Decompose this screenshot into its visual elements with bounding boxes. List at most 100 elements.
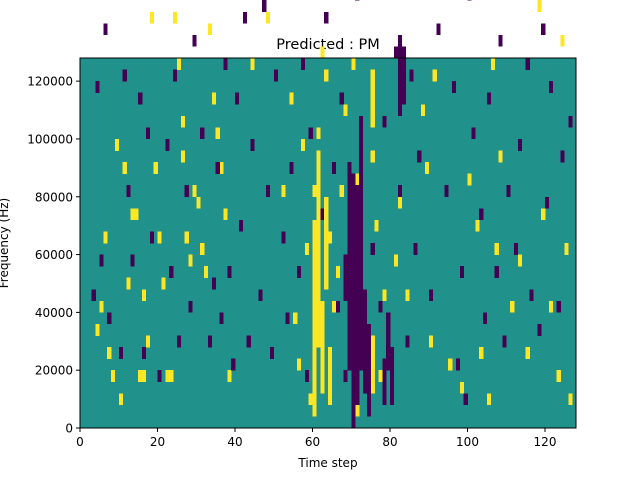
heatmap-cell-low — [308, 127, 313, 140]
heatmap-band-low — [390, 347, 395, 406]
heatmap-cell-low — [223, 58, 228, 70]
heatmap-cell-high — [304, 243, 309, 255]
heatmap-cell-high — [421, 104, 426, 117]
heatmap-cell-low — [506, 185, 511, 198]
heatmap-cell-low — [219, 312, 224, 325]
heatmap-cells — [80, 0, 576, 429]
x-tick-label: 60 — [305, 435, 320, 449]
heatmap-band-high — [370, 335, 375, 394]
heatmap-cell-low — [428, 289, 433, 302]
heatmap-cell-high — [525, 347, 530, 359]
heatmap-cell-low — [169, 266, 174, 278]
x-tick-label: 80 — [382, 435, 397, 449]
heatmap-cell-low — [452, 81, 457, 93]
heatmap-cell-high — [176, 58, 182, 70]
heatmap-cell-high — [204, 266, 209, 278]
heatmap-cell-low — [483, 312, 488, 325]
heatmap-cell-high — [207, 23, 213, 36]
heatmap-cell-low — [130, 254, 135, 267]
y-tick-label: 60000 — [35, 248, 73, 262]
heatmap-cell-low — [417, 150, 422, 163]
heatmap-cell-low — [107, 312, 112, 325]
heatmap-cell-low — [238, 219, 244, 232]
heatmap-cell-high — [161, 277, 166, 290]
heatmap-cell-high — [107, 347, 112, 359]
heatmap-cell-low — [192, 34, 197, 47]
heatmap-cell-high — [95, 323, 100, 336]
heatmap-cell-high — [324, 69, 329, 82]
heatmap-cell-high — [215, 127, 220, 140]
heatmap-cell-low — [138, 92, 143, 105]
heatmap-cell-high — [541, 208, 546, 221]
heatmap-cell-low — [459, 266, 464, 278]
heatmap-cell-high — [405, 289, 410, 302]
heatmap-cell-low — [235, 92, 240, 105]
heatmap-cell-high — [382, 289, 387, 302]
heatmap-cell-high — [169, 370, 174, 383]
heatmap-cell-high — [149, 11, 154, 24]
heatmap-cell-high — [142, 370, 147, 383]
heatmap-cell-high — [153, 162, 158, 174]
heatmap-cell-high — [173, 11, 178, 24]
heatmap-band-low — [351, 173, 356, 429]
heatmap-cell-high — [517, 254, 523, 267]
heatmap-cell-high — [374, 219, 379, 232]
heatmap-cell-low — [200, 127, 205, 140]
heatmap-cell-high — [103, 231, 108, 244]
x-axis: 0 20 40 60 80 100 120 — [76, 428, 556, 449]
heatmap-cell-low — [479, 208, 484, 221]
heatmap-cell-low — [382, 115, 387, 128]
heatmap-cell-low — [149, 231, 154, 244]
heatmap-cell-low — [498, 34, 503, 47]
heatmap-cell-low — [409, 69, 414, 82]
heatmap-cell-high — [335, 266, 340, 278]
chart-title: Predicted : PM — [276, 37, 379, 53]
heatmap-cell-high — [180, 150, 185, 163]
heatmap-cell-low — [331, 162, 337, 174]
y-tick-label: 40000 — [35, 306, 73, 320]
heatmap-cell-low — [145, 127, 151, 140]
heatmap-cell-low — [502, 335, 507, 348]
heatmap-cell-high — [289, 92, 294, 105]
heatmap-band-high — [370, 69, 375, 128]
heatmap-cell-low — [173, 69, 178, 82]
heatmap-cell-low — [304, 370, 309, 383]
heatmap-cell-low — [486, 92, 492, 105]
heatmap-band-low — [401, 46, 406, 93]
plot-frame — [79, 57, 577, 429]
heatmap-cell-low — [250, 138, 255, 151]
y-tick-label: 100000 — [27, 132, 73, 146]
heatmap-cell-low — [401, 92, 406, 105]
heatmap-cell-high — [424, 162, 430, 174]
heatmap-cell-high — [475, 219, 480, 232]
heatmap-cell-high — [378, 370, 383, 383]
heatmap-cell-low — [300, 58, 306, 70]
heatmap-band-low — [359, 115, 364, 371]
heatmap-cell-low — [463, 393, 468, 406]
heatmap-cell-high — [180, 115, 185, 128]
heatmap-cell-low — [289, 162, 294, 174]
heatmap-cell-high — [331, 300, 337, 313]
heatmap-cell-low — [188, 300, 193, 313]
heatmap-cell-high — [118, 393, 123, 406]
heatmap-cell-low — [541, 23, 546, 36]
heatmap-cell-low — [215, 162, 220, 174]
heatmap-cell-high — [339, 185, 344, 198]
heatmap-cell-high — [320, 46, 325, 59]
heatmap-cell-low — [471, 127, 476, 140]
heatmap-cell-high — [351, 58, 356, 70]
heatmap-cell-low — [211, 277, 216, 290]
x-tick-label: 40 — [227, 435, 242, 449]
heatmap-cell-low — [494, 266, 499, 278]
heatmap-cell-high — [556, 370, 561, 383]
heatmap-cell-low — [343, 370, 348, 383]
heatmap-cell-high — [227, 370, 232, 383]
heatmap-band-low — [386, 312, 391, 371]
heatmap-cell-high — [393, 254, 399, 267]
heatmap-cell-low — [537, 323, 542, 336]
heatmap-cell-high — [432, 69, 437, 82]
heatmap-cell-low — [568, 115, 573, 128]
heatmap-band-high — [316, 150, 321, 348]
heatmap-cell-high — [467, 173, 472, 186]
